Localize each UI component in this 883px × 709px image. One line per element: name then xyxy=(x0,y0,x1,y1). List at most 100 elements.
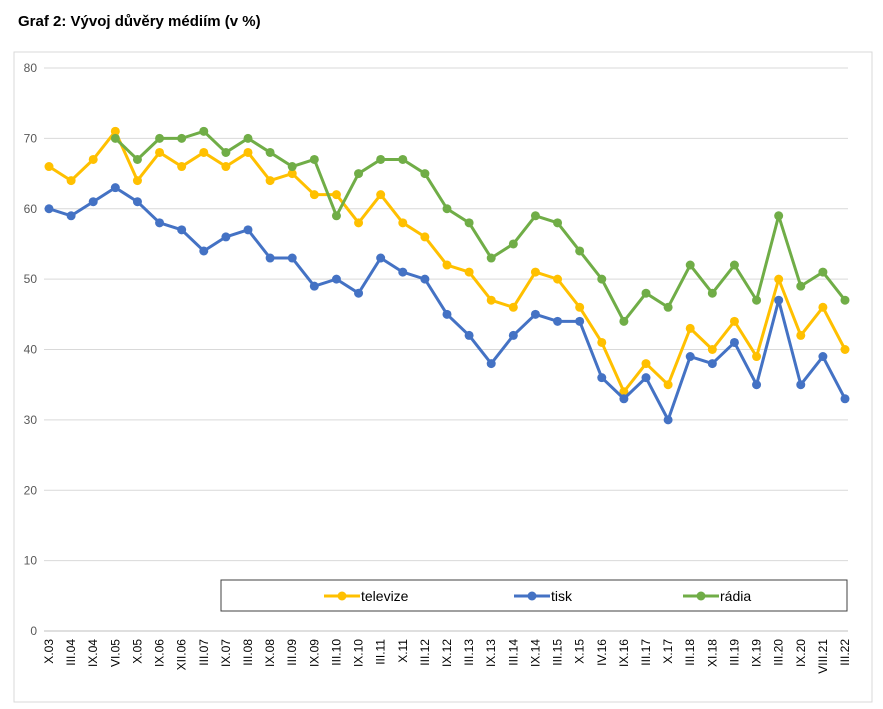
data-point xyxy=(840,394,850,404)
data-point xyxy=(132,176,142,186)
data-point xyxy=(177,225,187,235)
data-point xyxy=(796,380,806,390)
x-tick-label: III.12 xyxy=(418,639,432,666)
chart-title: Graf 2: Vývoj důvěry médiím (v %) xyxy=(18,13,261,30)
data-point xyxy=(597,337,607,347)
data-point xyxy=(44,204,54,214)
series-line xyxy=(48,186,847,422)
data-point xyxy=(663,415,673,425)
data-point xyxy=(530,309,540,319)
data-point xyxy=(663,380,673,390)
data-point xyxy=(707,345,717,354)
x-axis-ticks: X.03 III.04 IX.04 VI.05 X.05 IX.06 XII.06 III.0… xyxy=(42,639,852,674)
x-tick-label: IX.13 xyxy=(484,639,498,667)
legend: televize tisk rádia xyxy=(220,579,848,612)
x-tick-label: III.09 xyxy=(285,639,299,666)
x-tick-label: IX.04 xyxy=(86,639,100,667)
y-tick-label: 20 xyxy=(24,483,38,497)
x-tick-label: X.17 xyxy=(661,639,675,664)
x-tick-label: IX.19 xyxy=(750,639,764,667)
data-point xyxy=(398,267,408,277)
data-point xyxy=(354,169,364,179)
data-point xyxy=(818,352,828,362)
data-point xyxy=(221,232,231,242)
data-point xyxy=(221,162,231,172)
data-point xyxy=(287,253,297,263)
x-tick-label: IX.12 xyxy=(440,639,454,667)
x-tick-label: IX.08 xyxy=(263,639,277,667)
data-point xyxy=(354,218,364,228)
data-point xyxy=(442,260,452,270)
y-tick-label: 50 xyxy=(24,272,38,286)
x-tick-label: III.15 xyxy=(551,639,565,666)
data-point xyxy=(110,183,120,193)
data-point xyxy=(309,154,319,164)
data-point xyxy=(752,380,762,390)
data-point xyxy=(265,176,275,186)
x-tick-label: III.08 xyxy=(241,639,255,666)
data-point xyxy=(486,253,496,263)
x-tick-label: IX.09 xyxy=(307,639,321,667)
x-tick-label: X.05 xyxy=(130,639,144,664)
data-point xyxy=(774,274,784,284)
x-tick-label: III.19 xyxy=(727,639,741,666)
series-group xyxy=(44,126,850,425)
data-point xyxy=(685,352,695,362)
legend-marker xyxy=(696,591,706,601)
x-tick-label: IV.16 xyxy=(595,639,609,666)
data-point xyxy=(376,253,386,263)
data-point xyxy=(155,147,165,157)
legend-marker xyxy=(527,591,537,601)
data-point xyxy=(818,302,828,312)
data-point xyxy=(508,239,518,249)
y-tick-label: 70 xyxy=(24,131,38,145)
data-point xyxy=(619,316,629,326)
y-tick-label: 40 xyxy=(24,343,38,357)
x-tick-label: III.22 xyxy=(838,639,852,666)
x-tick-label: X.11 xyxy=(396,639,410,663)
legend-label: tisk xyxy=(551,588,573,604)
data-point xyxy=(398,154,408,164)
x-tick-label: III.13 xyxy=(462,639,476,666)
data-point xyxy=(243,147,253,157)
data-point xyxy=(376,190,386,200)
x-tick-label: III.17 xyxy=(639,639,653,666)
data-point xyxy=(420,169,430,179)
x-tick-label: III.11 xyxy=(374,639,388,665)
data-point xyxy=(796,330,806,340)
data-point xyxy=(442,309,452,319)
data-point xyxy=(331,211,341,221)
y-axis-ticks: 0 10 20 30 40 50 60 70 80 xyxy=(24,61,38,638)
x-tick-label: XII.06 xyxy=(175,639,189,671)
data-point xyxy=(530,211,540,221)
data-point xyxy=(464,330,474,340)
data-point xyxy=(729,316,739,326)
legend-marker xyxy=(337,591,347,601)
data-point xyxy=(553,274,563,284)
data-point xyxy=(110,133,120,143)
data-point xyxy=(663,302,673,312)
data-point xyxy=(132,154,142,164)
x-tick-label: X.03 xyxy=(42,639,56,664)
x-tick-label: III.14 xyxy=(506,639,520,666)
data-point xyxy=(508,330,518,340)
data-point xyxy=(44,162,54,172)
data-point xyxy=(597,373,607,383)
y-tick-label: 80 xyxy=(24,61,38,75)
data-point xyxy=(199,126,209,136)
data-point xyxy=(66,176,76,186)
data-point xyxy=(464,218,474,228)
plot-area-border xyxy=(13,51,873,703)
x-tick-label: III.04 xyxy=(64,639,78,666)
data-point xyxy=(685,260,695,270)
data-point xyxy=(840,295,850,305)
data-point xyxy=(243,225,253,235)
data-point xyxy=(575,302,585,312)
data-point xyxy=(309,190,319,200)
data-point xyxy=(752,295,762,305)
data-point xyxy=(221,147,231,157)
data-point xyxy=(486,295,496,305)
data-point xyxy=(641,359,651,369)
data-point xyxy=(619,387,629,397)
